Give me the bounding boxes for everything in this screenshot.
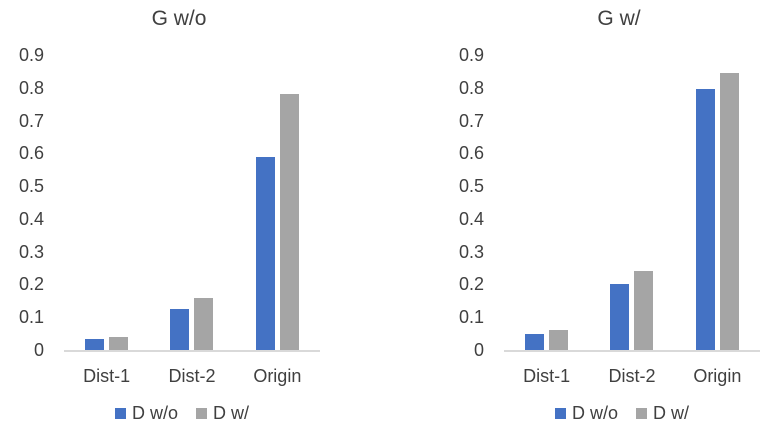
bar-d-w-o-origin xyxy=(695,89,715,350)
bar-d-w-o-dist-1 xyxy=(85,338,105,350)
legend-label: D w/o xyxy=(571,403,618,423)
y-tick-label: 0.2 xyxy=(458,274,484,295)
y-tick-label: 0.8 xyxy=(18,77,44,98)
bar-d-w-o-dist-2 xyxy=(610,284,630,350)
x-category-label-origin: Origin xyxy=(253,366,302,386)
bar-group-dist-2 xyxy=(149,55,234,350)
x-category-label-dist-2: Dist-2 xyxy=(608,366,656,386)
bar-d-w-o-dist-2 xyxy=(170,309,190,350)
y-tick-label: 0.6 xyxy=(458,143,484,164)
y-tick-label: 0.7 xyxy=(458,110,484,131)
y-tick-label: 0.2 xyxy=(18,274,44,295)
bar-d-w-o-origin xyxy=(255,156,275,350)
x-category-label-dist-1: Dist-1 xyxy=(523,366,571,386)
y-tick-label: 0.9 xyxy=(458,45,484,65)
bar-d-w-o-dist-1 xyxy=(525,333,545,350)
y-tick-label: 0 xyxy=(33,340,44,360)
bar-group-dist-1 xyxy=(504,55,589,350)
bar-d-w-origin xyxy=(719,73,739,350)
legend: D w/o D w/ xyxy=(448,403,760,423)
legend-label: D w/ xyxy=(653,403,689,423)
x-axis: Dist-1 Dist-2 Origin xyxy=(504,366,760,387)
legend-swatch-d-w xyxy=(196,407,207,419)
x-category-label-dist-1: Dist-1 xyxy=(83,366,131,386)
chart-body: 0 0.1 0.2 0.3 0.4 0.5 0.6 0.7 0.8 0.9 Dist-1 Dist-… xyxy=(448,46,760,387)
chart-g-w: G w/ 0 0.1 0.2 0.3 0.4 0.5 0.6 0.7 0.8 0.9 Dist-1… xyxy=(448,2,760,423)
bar-d-w-dist-2 xyxy=(194,297,214,350)
legend-item-d-w: D w/ xyxy=(636,403,689,423)
bar-group-dist-1 xyxy=(64,55,149,350)
y-tick-label: 0.4 xyxy=(18,208,44,229)
plot-area xyxy=(64,55,320,352)
bar-d-w-dist-2 xyxy=(634,271,654,350)
chart-title: G w/o xyxy=(151,7,207,30)
legend-label: D w/o xyxy=(131,403,178,423)
y-tick-label: 0.4 xyxy=(458,208,484,229)
bar-group-origin xyxy=(675,55,760,350)
plot-wrap: Dist-1 Dist-2 Origin xyxy=(504,55,760,387)
y-tick-label: 0.9 xyxy=(18,45,44,65)
y-tick-label: 0 xyxy=(473,340,484,360)
bar-group-dist-2 xyxy=(589,55,674,350)
legend-label: D w/ xyxy=(213,403,249,423)
x-category-label-dist-2: Dist-2 xyxy=(168,366,216,386)
y-axis: 0 0.1 0.2 0.3 0.4 0.5 0.6 0.7 0.8 0.9 xyxy=(8,46,44,359)
legend-item-d-w: D w/ xyxy=(196,403,249,423)
y-tick-label: 0.1 xyxy=(18,307,44,328)
bar-d-w-dist-1 xyxy=(109,336,129,350)
bar-group-origin xyxy=(235,55,320,350)
y-tick-label: 0.8 xyxy=(458,77,484,98)
x-category-label-origin: Origin xyxy=(693,366,742,386)
legend: D w/o D w/ xyxy=(8,403,320,423)
y-tick-label: 0.3 xyxy=(18,241,44,262)
legend-swatch-d-w xyxy=(636,407,647,419)
legend-swatch-d-w-o xyxy=(554,407,566,419)
y-axis: 0 0.1 0.2 0.3 0.4 0.5 0.6 0.7 0.8 0.9 xyxy=(448,46,484,359)
chart-g-wo: G w/o 0 0.1 0.2 0.3 0.4 0.5 0.6 0.7 0.8 0.9 Dist-… xyxy=(8,2,320,423)
bar-d-w-origin xyxy=(279,94,299,350)
y-tick-label: 0.6 xyxy=(18,143,44,164)
bar-d-w-dist-1 xyxy=(549,330,569,350)
y-tick-label: 0.7 xyxy=(18,110,44,131)
y-tick-label: 0.5 xyxy=(458,176,484,197)
chart-body: 0 0.1 0.2 0.3 0.4 0.5 0.6 0.7 0.8 0.9 Dist-1 Dist-… xyxy=(8,46,320,387)
plot-wrap: Dist-1 Dist-2 Origin xyxy=(64,55,320,387)
y-tick-label: 0.3 xyxy=(458,241,484,262)
legend-swatch-d-w-o xyxy=(114,407,126,419)
legend-item-d-w-o: D w/o xyxy=(554,403,618,423)
x-axis: Dist-1 Dist-2 Origin xyxy=(64,366,320,387)
plot-area xyxy=(504,55,760,352)
y-tick-label: 0.1 xyxy=(458,307,484,328)
chart-title: G w/ xyxy=(597,7,641,30)
legend-item-d-w-o: D w/o xyxy=(114,403,178,423)
y-tick-label: 0.5 xyxy=(18,176,44,197)
